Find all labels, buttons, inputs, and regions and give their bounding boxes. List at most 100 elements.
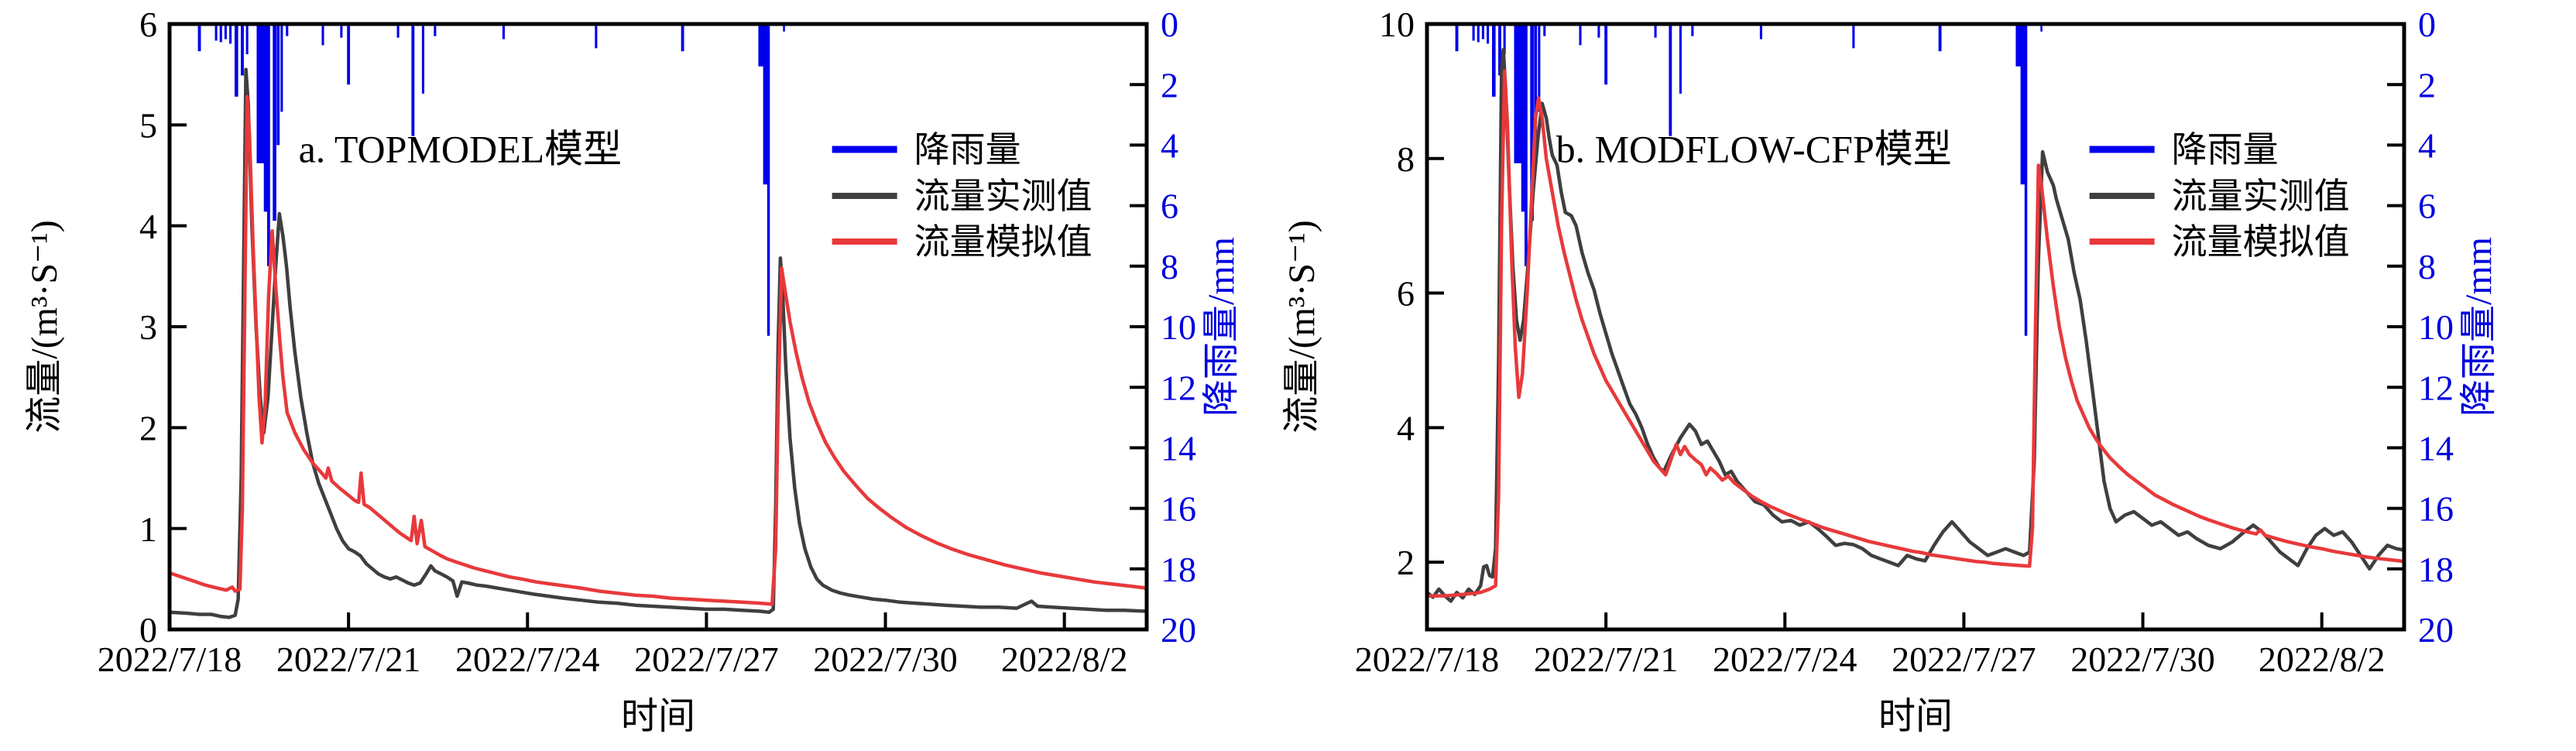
rain-bar xyxy=(502,24,505,39)
rain-bar xyxy=(681,24,684,52)
rain-bar xyxy=(1455,24,1459,52)
y-tick-label: 8 xyxy=(1397,139,1415,179)
rain-bar xyxy=(219,24,222,43)
panel-title: b. MODFLOW-CFP模型 xyxy=(1556,128,1952,171)
x-tick-label: 2022/7/21 xyxy=(1534,640,1679,679)
plot-frame xyxy=(167,22,1149,632)
y-axis-left: 0 1 2 3 4 5 6 xyxy=(139,5,187,650)
legend-simulated: 流量模拟值 xyxy=(2089,222,2350,262)
rain-bar xyxy=(266,24,270,266)
rain-bar xyxy=(1472,24,1475,41)
panel-title: a. TOPMODEL模型 xyxy=(299,128,623,171)
rain-tick-label: 6 xyxy=(1161,187,1178,226)
rain-bar xyxy=(1604,24,1608,85)
legend-simulated-label: 流量模拟值 xyxy=(914,222,1092,262)
rain-bar xyxy=(1669,24,1672,136)
plot-frame xyxy=(1425,22,2406,632)
y-tick-label: 6 xyxy=(1397,274,1415,314)
rain-bar xyxy=(767,24,770,336)
y-axis-left: 2 4 6 8 10 xyxy=(1379,5,1444,582)
rain-tick-label: 14 xyxy=(2418,429,2454,468)
rain-bar xyxy=(1938,24,1942,52)
legend-observed: 流量实测值 xyxy=(2089,177,2350,216)
rain-tick-label: 20 xyxy=(1161,610,1196,650)
rain-bar xyxy=(280,24,283,112)
rain-bar xyxy=(263,24,270,212)
legend-rain-label: 降雨量 xyxy=(2172,130,2279,170)
x-tick-label: 2022/7/30 xyxy=(2070,640,2215,679)
rain-tick-label: 6 xyxy=(2418,187,2436,226)
rain-bar xyxy=(276,24,280,146)
rain-tick-label: 0 xyxy=(2418,5,2436,44)
y-tick-label: 5 xyxy=(139,105,157,145)
rain-bar xyxy=(245,24,249,55)
legend-rain: 降雨量 xyxy=(832,130,1021,170)
y-tick-label: 1 xyxy=(139,509,157,549)
rain-bar xyxy=(1654,24,1657,38)
x-tick-label: 2022/7/21 xyxy=(276,640,421,679)
rain-bar xyxy=(1679,24,1682,94)
rain-axis-right: 0 2 4 6 8 10 12 14 16 18 20 xyxy=(2387,5,2454,650)
rain-bar xyxy=(347,24,351,85)
rain-bar xyxy=(1579,24,1582,46)
y-tick-label: 0 xyxy=(139,610,157,650)
rain-bar xyxy=(1691,24,1694,36)
rain-tick-label: 18 xyxy=(2418,550,2454,589)
legend-rain-label: 降雨量 xyxy=(914,130,1021,170)
legend-simulated-label: 流量模拟值 xyxy=(2172,222,2350,262)
rain-bar xyxy=(214,24,218,41)
rain-tick-label: 20 xyxy=(2418,610,2454,650)
rain-tick-label: 0 xyxy=(1161,5,1178,44)
rain-bar xyxy=(224,24,227,39)
rain-bar xyxy=(340,24,343,38)
x-axis: 2022/7/18 2022/7/21 2022/7/24 2022/7/27 2022… xyxy=(98,612,1128,679)
rain-bar xyxy=(241,24,244,76)
rain-axis-right: 0 2 4 6 8 10 12 14 16 18 20 xyxy=(1130,5,1196,650)
rainfall-bars xyxy=(1455,24,2043,336)
rain-tick-label: 10 xyxy=(1161,307,1196,347)
x-axis-title: 时间 xyxy=(1878,696,1953,737)
rain-bar xyxy=(1521,24,1528,212)
rain-bar xyxy=(1481,24,1484,39)
rain-bar xyxy=(229,24,232,44)
x-tick-label: 2022/7/18 xyxy=(1355,640,1500,679)
rain-bar xyxy=(1498,24,1501,76)
rain-bar xyxy=(763,24,770,185)
x-axis: 2022/7/18 2022/7/21 2022/7/24 2022/7/27 2022… xyxy=(1355,612,2385,679)
rain-tick-label: 12 xyxy=(2418,368,2454,407)
rain-bar xyxy=(434,24,437,36)
y-axis-title: 流量/(m³·S⁻¹) xyxy=(24,220,65,433)
rain-tick-label: 4 xyxy=(2418,126,2436,166)
rain-bar xyxy=(1503,24,1506,55)
legend-simulated: 流量模拟值 xyxy=(832,222,1092,262)
x-tick-label: 2022/7/24 xyxy=(455,640,600,679)
rain-bar xyxy=(1491,24,1496,97)
rain-bar xyxy=(1524,24,1528,266)
rain-bar xyxy=(1543,24,1546,36)
rainfall-bars xyxy=(197,24,785,336)
rain-bar xyxy=(1852,24,1855,49)
rain-bar xyxy=(2040,24,2043,32)
rain-bar xyxy=(396,24,400,38)
rain-bar xyxy=(595,24,598,49)
x-tick-label: 2022/8/2 xyxy=(1001,640,1128,679)
rain-bar xyxy=(321,24,324,46)
rain-bar xyxy=(286,24,289,36)
rain-bar xyxy=(411,24,415,136)
y-tick-label: 6 xyxy=(139,5,157,44)
rain-bar xyxy=(783,24,785,32)
rain-bar xyxy=(1487,24,1490,44)
rain-bar xyxy=(421,24,424,94)
y-tick-label: 4 xyxy=(1397,408,1415,448)
legend-observed-label: 流量实测值 xyxy=(914,177,1092,216)
rain-bar xyxy=(1538,24,1541,112)
rain-tick-label: 4 xyxy=(1161,126,1178,166)
rain-tick-label: 18 xyxy=(1161,550,1196,589)
x-tick-label: 2022/7/30 xyxy=(813,640,958,679)
rain-bar xyxy=(2020,24,2027,185)
rain-tick-label: 12 xyxy=(1161,368,1196,407)
